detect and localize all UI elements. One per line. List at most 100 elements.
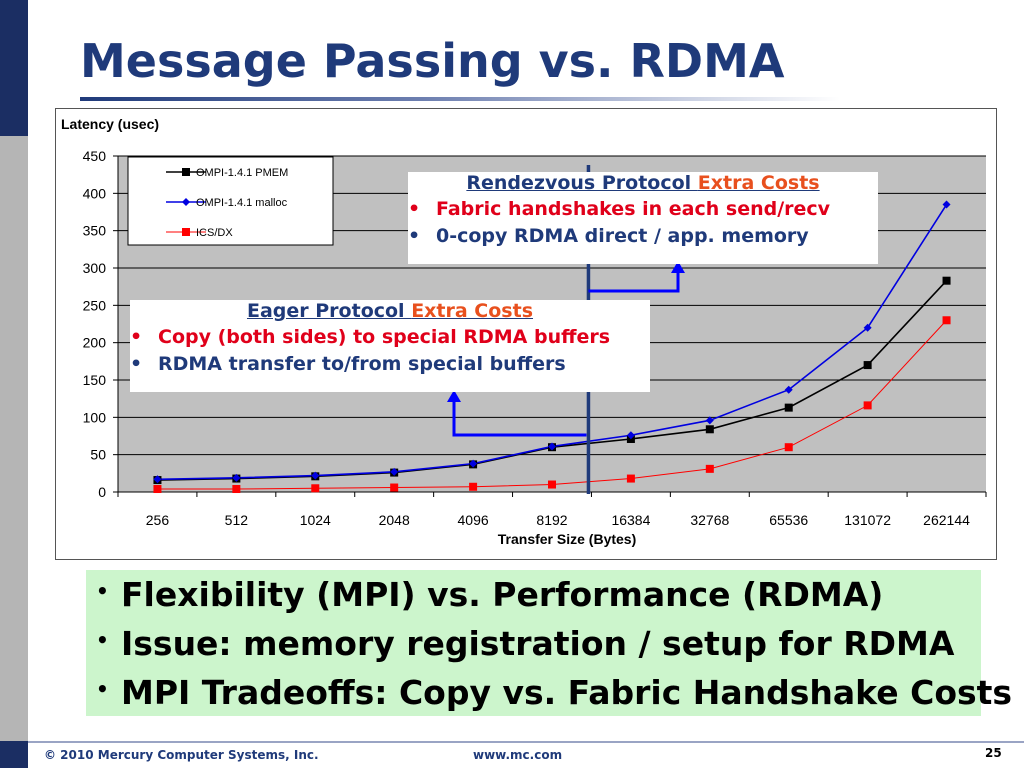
eager-bullet-text: Copy (both sides) to special RDMA buffer…	[158, 326, 611, 348]
summary-bullets-box: • Flexibility (MPI) vs. Performance (RDMA…	[86, 570, 1012, 717]
rendezvous-callout-heading: Rendezvous Protocol Extra Costs	[408, 172, 878, 194]
footer-url[interactable]: www.mc.com	[473, 748, 563, 762]
footer-accent-bar	[0, 741, 28, 768]
data-point	[626, 474, 635, 483]
y-tick-label: 150	[83, 372, 107, 388]
data-point	[942, 276, 951, 285]
summary-bullet-text: MPI Tradeoffs: Copy vs. Fabric Handshake…	[121, 673, 1013, 712]
data-point	[311, 484, 320, 493]
x-tick-label: 16384	[611, 512, 650, 528]
x-tick-label: 32768	[690, 512, 729, 528]
left-accent-bar-top	[0, 0, 28, 136]
legend-label: OMPI-1.4.1 PMEM	[196, 167, 288, 179]
eager-bullet-list: • Copy (both sides) to special RDMA buffe…	[130, 324, 650, 378]
legend-label: ICS/DX	[196, 227, 233, 239]
title-underline	[80, 97, 840, 101]
summary-bullet-text: Flexibility (MPI) vs. Performance (RDMA)	[121, 575, 884, 614]
data-point	[182, 228, 190, 236]
data-point	[311, 471, 320, 480]
data-point	[705, 425, 714, 434]
data-point	[705, 416, 714, 425]
data-point	[863, 323, 872, 332]
rendezvous-heading-accent: Extra Costs	[697, 172, 820, 194]
x-tick-label: 65536	[769, 512, 808, 528]
rendezvous-bullet-text: Fabric handshakes in each send/recv	[436, 198, 831, 220]
data-point	[182, 198, 190, 206]
data-point	[548, 480, 556, 489]
bullet-glyph: •	[96, 677, 109, 701]
y-tick-label: 100	[83, 409, 107, 425]
page-number: 25	[985, 746, 1002, 760]
data-point	[784, 385, 793, 394]
x-tick-label: 512	[225, 512, 249, 528]
y-tick-label: 0	[98, 484, 106, 500]
eager-callout-heading: Eager Protocol Extra Costs	[130, 300, 650, 322]
data-point	[705, 464, 714, 473]
bullet-glyph: •	[130, 353, 143, 375]
data-point	[548, 442, 556, 451]
summary-bullet-list: • Flexibility (MPI) vs. Performance (RDMA…	[86, 570, 1012, 717]
y-tick-label: 200	[83, 335, 107, 351]
x-axis-title: Transfer Size (Bytes)	[498, 531, 637, 547]
rendezvous-bullet-text: 0-copy RDMA direct / app. memory	[436, 225, 809, 247]
x-tick-label: 131072	[844, 512, 891, 528]
rendezvous-bullet-1: • Fabric handshakes in each send/recv	[408, 196, 878, 223]
bullet-glyph: •	[96, 628, 109, 652]
legend-box	[127, 156, 334, 246]
data-point	[469, 482, 478, 491]
data-point	[784, 443, 793, 452]
footer-divider	[28, 741, 1024, 743]
x-tick-label: 2048	[379, 512, 410, 528]
data-point	[153, 485, 162, 494]
x-tick-label: 8192	[536, 512, 567, 528]
eager-arrow-head	[447, 390, 461, 402]
rendezvous-bullet-2: • 0-copy RDMA direct / app. memory	[408, 223, 878, 250]
data-point	[863, 401, 872, 410]
rendezvous-callout: Rendezvous Protocol Extra Costs • Fabric …	[408, 172, 878, 264]
bullet-glyph: •	[408, 198, 421, 220]
data-point	[232, 473, 241, 482]
slide-title: Message Passing vs. RDMA	[80, 34, 785, 88]
left-accent-bar-bottom	[0, 136, 28, 768]
x-tick-label: 1024	[300, 512, 331, 528]
legend-label: OMPI-1.4.1 malloc	[196, 197, 288, 209]
data-point	[942, 200, 951, 209]
rendezvous-heading-plain: Rendezvous Protocol	[466, 172, 698, 194]
eager-bullet-2: • RDMA transfer to/from special buffers	[130, 351, 650, 378]
x-tick-label: 256	[146, 512, 170, 528]
rendezvous-arrow-head	[671, 261, 685, 273]
data-point	[626, 431, 635, 440]
data-point	[232, 485, 241, 494]
y-axis-title: Latency (usec)	[61, 116, 159, 132]
data-point	[942, 316, 951, 325]
footer-copyright: © 2010 Mercury Computer Systems, Inc.	[44, 748, 319, 762]
summary-bullet-3: • MPI Tradeoffs: Copy vs. Fabric Handshak…	[86, 668, 1012, 717]
eager-arrow-connector	[452, 400, 587, 437]
data-point	[469, 459, 478, 468]
summary-bullet-1: • Flexibility (MPI) vs. Performance (RDMA…	[86, 570, 981, 619]
data-point	[863, 361, 872, 370]
summary-bullet-2: • Issue: memory registration / setup for …	[86, 619, 981, 668]
bullet-glyph: •	[408, 225, 421, 247]
eager-bullet-text: RDMA transfer to/from special buffers	[158, 353, 566, 375]
y-tick-label: 400	[83, 185, 107, 201]
bullet-glyph: •	[96, 579, 109, 603]
summary-bullet-text: Issue: memory registration / setup for R…	[121, 624, 955, 663]
eager-heading-accent: Extra Costs	[411, 300, 534, 322]
y-tick-label: 350	[83, 223, 107, 239]
x-tick-label: 262144	[923, 512, 970, 528]
data-point	[153, 475, 162, 484]
data-point	[784, 403, 793, 412]
bullet-glyph: •	[130, 326, 143, 348]
y-tick-label: 250	[83, 297, 107, 313]
eager-heading-plain: Eager Protocol	[246, 300, 412, 322]
data-point	[182, 168, 190, 176]
y-tick-label: 50	[90, 447, 106, 463]
rendezvous-arrow-connector	[588, 271, 680, 293]
data-point	[390, 467, 399, 476]
y-tick-label: 300	[83, 260, 107, 276]
data-point	[390, 483, 399, 492]
y-tick-label: 450	[83, 148, 107, 164]
x-tick-label: 4096	[458, 512, 489, 528]
rendezvous-bullet-list: • Fabric handshakes in each send/recv • 0-…	[408, 196, 878, 250]
